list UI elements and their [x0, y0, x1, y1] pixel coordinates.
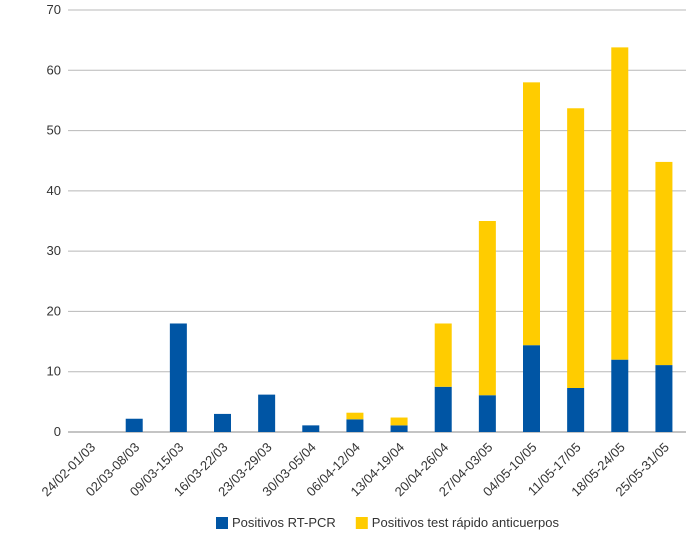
- bar-rt-pcr-2: [169, 323, 187, 432]
- gridlines: [68, 9, 686, 433]
- legend: Positivos RT-PCR Positivos test rápido an…: [216, 515, 559, 530]
- bar-rt-pcr-8: [434, 386, 452, 432]
- bar-rt-pcr-10: [523, 345, 540, 432]
- bar-rt-pcr-7: [390, 425, 408, 432]
- bar-test-rapido-6: [346, 412, 364, 420]
- bar-rt-pcr-1: [125, 418, 143, 432]
- y-tick-label: 40: [47, 183, 61, 198]
- bar-test-rapido-13: [655, 161, 673, 366]
- y-axis: 0 10 20 30 40 50 60 70: [47, 2, 61, 439]
- bar-rt-pcr-6: [346, 419, 364, 432]
- legend-swatch-test-rapido: [355, 517, 368, 529]
- x-axis: 24/02-01/0302/03-08/0309/03-15/0316/03-2…: [39, 440, 673, 500]
- bar-test-rapido-8: [434, 323, 452, 387]
- bar-test-rapido-9: [478, 221, 496, 396]
- bars: [125, 47, 673, 432]
- legend-label-test-rapido: Positivos test rápido anticuerpos: [372, 515, 560, 530]
- y-tick-label: 20: [47, 303, 61, 318]
- bar-rt-pcr-12: [611, 359, 629, 432]
- y-tick-label: 50: [47, 123, 61, 138]
- bar-rt-pcr-9: [478, 395, 496, 432]
- bar-rt-pcr-5: [302, 425, 320, 432]
- bar-rt-pcr-13: [655, 365, 673, 432]
- bar-test-rapido-12: [611, 47, 629, 360]
- y-tick-label: 30: [47, 243, 61, 258]
- bar-test-rapido-7: [390, 417, 408, 426]
- legend-label-rt-pcr: Positivos RT-PCR: [232, 515, 336, 530]
- y-tick-label: 70: [47, 2, 61, 17]
- y-tick-label: 0: [54, 424, 61, 439]
- y-tick-label: 60: [47, 62, 61, 77]
- bar-test-rapido-11: [567, 108, 585, 388]
- legend-swatch-rt-pcr: [216, 517, 228, 529]
- bar-test-rapido-10: [523, 82, 540, 346]
- bar-rt-pcr-11: [567, 387, 585, 432]
- bar-rt-pcr-3: [214, 413, 231, 432]
- bar-rt-pcr-4: [258, 394, 276, 432]
- y-tick-label: 10: [47, 364, 61, 379]
